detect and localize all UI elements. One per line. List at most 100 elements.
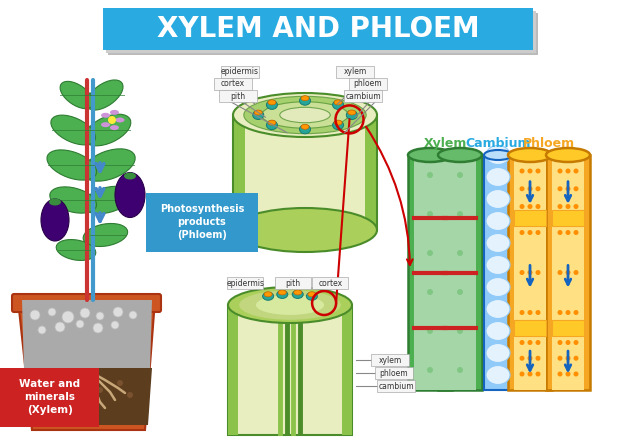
Circle shape bbox=[520, 356, 525, 361]
Text: cambium: cambium bbox=[378, 381, 414, 391]
Ellipse shape bbox=[268, 100, 276, 105]
Circle shape bbox=[96, 312, 104, 320]
Circle shape bbox=[535, 186, 540, 191]
FancyBboxPatch shape bbox=[375, 367, 413, 379]
Circle shape bbox=[111, 321, 119, 329]
Ellipse shape bbox=[280, 107, 330, 123]
Circle shape bbox=[535, 356, 540, 361]
Polygon shape bbox=[22, 300, 152, 370]
Ellipse shape bbox=[60, 81, 93, 109]
Circle shape bbox=[427, 328, 433, 334]
Ellipse shape bbox=[262, 102, 348, 128]
FancyBboxPatch shape bbox=[484, 155, 512, 390]
Ellipse shape bbox=[83, 223, 128, 246]
Circle shape bbox=[558, 186, 563, 191]
FancyBboxPatch shape bbox=[552, 155, 584, 390]
Circle shape bbox=[108, 116, 116, 124]
Ellipse shape bbox=[486, 190, 510, 209]
Ellipse shape bbox=[110, 125, 119, 130]
Circle shape bbox=[129, 311, 137, 319]
Ellipse shape bbox=[508, 148, 552, 162]
Circle shape bbox=[62, 311, 74, 323]
Circle shape bbox=[97, 387, 103, 393]
Ellipse shape bbox=[486, 146, 510, 164]
Circle shape bbox=[457, 172, 463, 178]
Circle shape bbox=[427, 211, 433, 217]
Ellipse shape bbox=[299, 125, 310, 134]
FancyBboxPatch shape bbox=[228, 305, 238, 435]
Ellipse shape bbox=[233, 208, 377, 252]
Ellipse shape bbox=[332, 121, 344, 130]
Polygon shape bbox=[18, 300, 155, 430]
Text: XYLEM AND PHLOEM: XYLEM AND PHLOEM bbox=[156, 15, 480, 43]
FancyBboxPatch shape bbox=[108, 13, 538, 55]
Ellipse shape bbox=[484, 150, 512, 160]
FancyBboxPatch shape bbox=[12, 294, 161, 312]
Ellipse shape bbox=[86, 80, 123, 110]
Circle shape bbox=[427, 367, 433, 373]
Ellipse shape bbox=[83, 149, 135, 181]
Ellipse shape bbox=[486, 255, 510, 274]
Circle shape bbox=[535, 270, 540, 275]
Ellipse shape bbox=[408, 148, 452, 162]
Circle shape bbox=[535, 169, 540, 174]
Circle shape bbox=[573, 186, 578, 191]
Circle shape bbox=[558, 356, 563, 361]
FancyBboxPatch shape bbox=[146, 193, 258, 252]
Circle shape bbox=[573, 310, 578, 315]
FancyBboxPatch shape bbox=[245, 115, 365, 230]
FancyBboxPatch shape bbox=[219, 90, 257, 102]
Ellipse shape bbox=[486, 167, 510, 186]
Circle shape bbox=[573, 340, 578, 345]
FancyBboxPatch shape bbox=[552, 210, 584, 226]
Circle shape bbox=[528, 356, 533, 361]
Circle shape bbox=[528, 372, 533, 377]
FancyBboxPatch shape bbox=[233, 115, 377, 230]
Text: epidermis: epidermis bbox=[227, 278, 264, 288]
Circle shape bbox=[87, 402, 93, 408]
Ellipse shape bbox=[486, 211, 510, 230]
Ellipse shape bbox=[546, 148, 590, 162]
Ellipse shape bbox=[239, 290, 341, 320]
Circle shape bbox=[565, 169, 570, 174]
FancyBboxPatch shape bbox=[514, 210, 546, 226]
Text: xylem: xylem bbox=[378, 356, 402, 365]
Text: Cambium: Cambium bbox=[465, 136, 531, 150]
Circle shape bbox=[80, 308, 90, 318]
FancyBboxPatch shape bbox=[221, 66, 259, 78]
Ellipse shape bbox=[486, 300, 510, 318]
Circle shape bbox=[535, 340, 540, 345]
Ellipse shape bbox=[486, 278, 510, 297]
Circle shape bbox=[558, 270, 563, 275]
Ellipse shape bbox=[110, 110, 119, 115]
Ellipse shape bbox=[486, 321, 510, 341]
Circle shape bbox=[520, 310, 525, 315]
Circle shape bbox=[47, 407, 53, 413]
FancyBboxPatch shape bbox=[227, 277, 264, 289]
Circle shape bbox=[37, 382, 43, 388]
Circle shape bbox=[535, 310, 540, 315]
Circle shape bbox=[558, 230, 563, 235]
Ellipse shape bbox=[277, 290, 288, 298]
Ellipse shape bbox=[294, 290, 302, 295]
Ellipse shape bbox=[83, 186, 132, 214]
Circle shape bbox=[457, 328, 463, 334]
Circle shape bbox=[520, 186, 525, 191]
Ellipse shape bbox=[486, 344, 510, 362]
Ellipse shape bbox=[56, 240, 96, 261]
Circle shape bbox=[528, 169, 533, 174]
Ellipse shape bbox=[486, 365, 510, 385]
Ellipse shape bbox=[253, 111, 264, 119]
FancyBboxPatch shape bbox=[344, 90, 382, 102]
Ellipse shape bbox=[346, 111, 357, 119]
Circle shape bbox=[30, 310, 40, 320]
Circle shape bbox=[573, 356, 578, 361]
Ellipse shape bbox=[115, 173, 145, 218]
Circle shape bbox=[48, 308, 56, 316]
Ellipse shape bbox=[256, 295, 324, 315]
Text: phloem: phloem bbox=[380, 369, 408, 377]
FancyBboxPatch shape bbox=[514, 155, 546, 390]
Ellipse shape bbox=[47, 150, 96, 180]
Circle shape bbox=[558, 169, 563, 174]
Circle shape bbox=[76, 320, 84, 328]
